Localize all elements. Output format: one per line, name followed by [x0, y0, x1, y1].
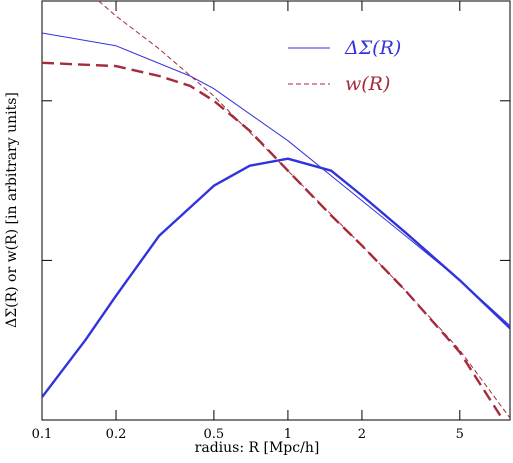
legend-label: ΔΣ(R) [344, 37, 401, 59]
x-tick-label: 0.1 [32, 427, 53, 442]
legend-label: w(R) [345, 73, 390, 95]
x-tick-label: 0.2 [106, 427, 127, 442]
series-line [42, 32, 510, 327]
x-axis-label: radius: R [Mpc/h] [195, 440, 320, 456]
y-axis-label: ΔΣ(R) or w(R) [in arbitrary units] [4, 92, 20, 328]
plot-area [42, 1, 510, 420]
series-line [42, 157, 510, 398]
x-tick-label: 1 [284, 427, 292, 442]
x-tick-label: 5 [456, 427, 464, 442]
series-line [98, 1, 510, 419]
x-tick-label: 0.5 [204, 427, 225, 442]
series-line [42, 61, 505, 420]
x-tick-label: 2 [358, 427, 366, 442]
plot-frame [41, 0, 511, 421]
